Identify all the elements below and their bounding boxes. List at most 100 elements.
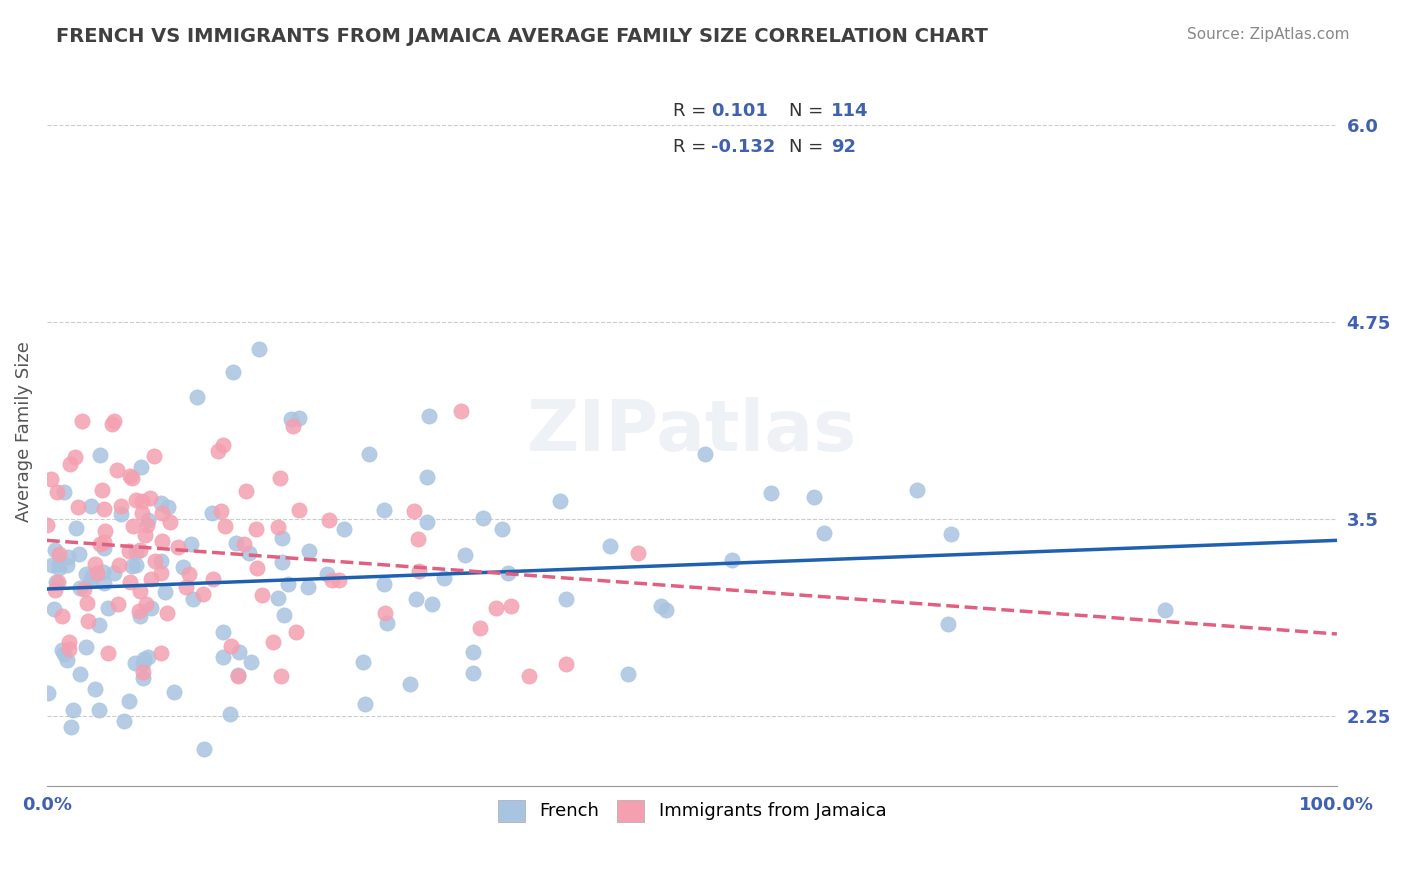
Point [250,588,273,602]
Point [172,560,194,574]
Point [273,608,295,623]
Point [263,635,285,649]
Point [226,669,249,683]
Point [150,496,173,510]
Point [174,580,197,594]
Point [186,390,208,404]
Point [56,558,79,572]
Point [405,592,427,607]
Point [48,557,70,571]
Point [905,483,928,497]
Point [91,483,114,497]
Point [655,603,678,617]
Point [214,519,236,533]
Point [271,531,294,545]
Point [132,671,155,685]
Point [191,587,214,601]
Point [37,517,59,532]
Point [240,655,263,669]
Point [89,617,111,632]
Point [79,499,101,513]
Point [129,584,152,599]
Point [450,403,472,417]
Point [132,656,155,670]
Point [53,484,76,499]
Point [288,503,311,517]
Point [79,574,101,588]
Point [44,582,66,597]
Point [418,409,440,423]
Point [93,576,115,591]
Point [67,547,90,561]
Point [277,577,299,591]
Point [93,541,115,555]
Point [939,527,962,541]
Point [374,606,396,620]
Point [84,681,107,696]
Point [107,597,129,611]
Point [316,567,339,582]
Point [117,693,139,707]
Point [58,641,80,656]
Point [219,706,242,721]
Point [124,656,146,670]
Point [328,573,350,587]
Point [58,635,80,649]
Point [118,574,141,589]
Point [496,566,519,580]
Point [193,742,215,756]
Point [238,546,260,560]
Point [101,417,124,431]
Point [267,520,290,534]
Point [283,419,305,434]
Point [51,643,73,657]
Text: R =: R = [672,137,711,156]
Point [76,596,98,610]
Point [420,597,443,611]
Point [97,646,120,660]
Point [408,565,430,579]
Legend: French, Immigrants from Jamaica: French, Immigrants from Jamaica [485,787,898,834]
Point [211,650,233,665]
Point [517,669,540,683]
Point [463,645,485,659]
Point [416,516,439,530]
Point [87,703,110,717]
Point [163,685,186,699]
Point [288,411,311,425]
Point [353,655,375,669]
Point [399,676,422,690]
Point [108,558,131,572]
Point [134,528,156,542]
Point [103,566,125,580]
Point [181,591,204,606]
Point [77,614,100,628]
Point [136,518,159,533]
Point [121,558,143,573]
Point [232,537,254,551]
Point [41,558,63,572]
Point [112,714,135,728]
Point [150,534,173,549]
Point [128,604,150,618]
Point [228,645,250,659]
Point [177,566,200,581]
Point [156,500,179,515]
Point [433,571,456,585]
Text: 92: 92 [831,137,856,156]
Text: R =: R = [672,103,711,120]
Text: N =: N = [789,103,828,120]
Point [94,524,117,538]
Point [143,449,166,463]
Point [131,494,153,508]
Point [82,568,104,582]
Point [125,492,148,507]
Point [554,592,576,607]
Point [249,342,271,356]
Point [48,574,70,589]
Point [150,507,173,521]
Point [298,544,321,558]
Point [285,625,308,640]
Point [46,485,69,500]
Text: ZIPatlas: ZIPatlas [527,398,858,467]
